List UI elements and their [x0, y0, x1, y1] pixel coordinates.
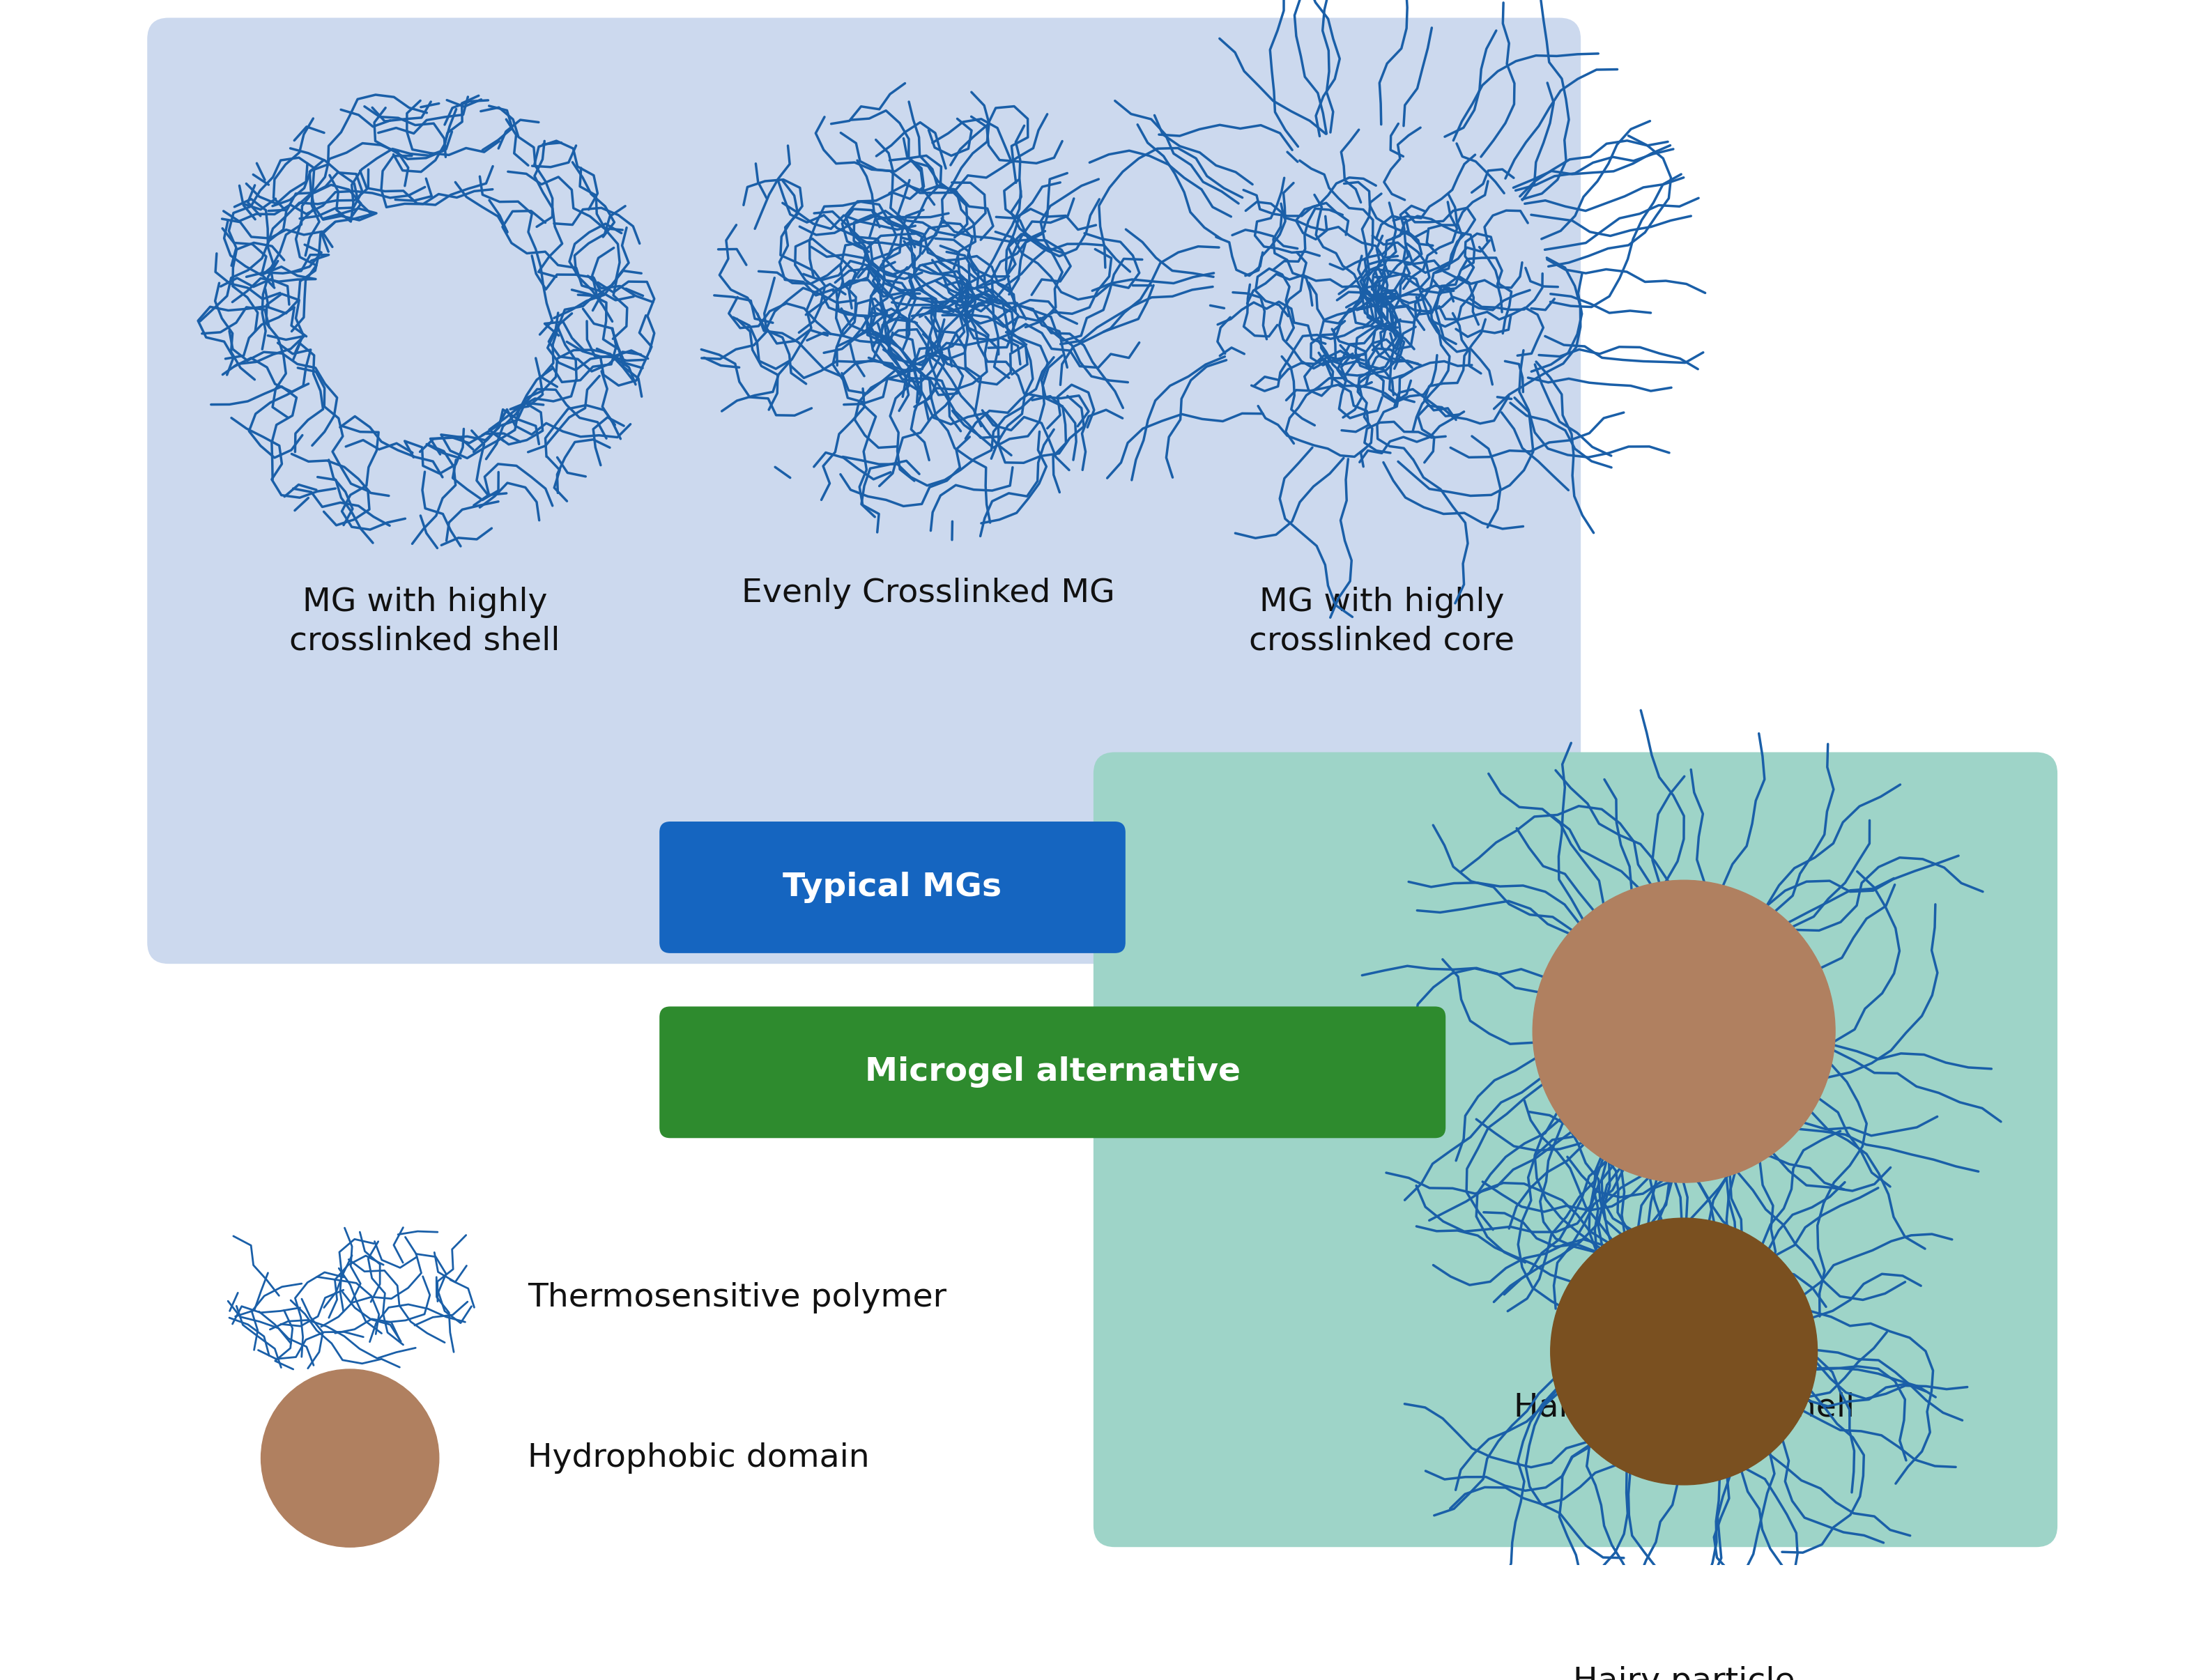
Circle shape: [261, 1369, 439, 1547]
Text: Hydrophobic domain: Hydrophobic domain: [529, 1443, 869, 1473]
Text: Thermosensitive polymer: Thermosensitive polymer: [529, 1282, 948, 1314]
FancyBboxPatch shape: [660, 822, 1126, 953]
FancyBboxPatch shape: [660, 1006, 1446, 1137]
Text: Microgel alternative: Microgel alternative: [864, 1057, 1240, 1089]
FancyBboxPatch shape: [147, 18, 1582, 964]
Text: Evenly Crosslinked MG: Evenly Crosslinked MG: [742, 578, 1115, 610]
FancyBboxPatch shape: [1093, 753, 2058, 1547]
Text: MG with highly
crosslinked shell: MG with highly crosslinked shell: [290, 586, 559, 657]
Text: Typical MGs: Typical MGs: [783, 872, 1003, 904]
Text: MG with highly
crosslinked core: MG with highly crosslinked core: [1248, 586, 1514, 657]
Text: Hairy particle: Hairy particle: [1573, 1667, 1795, 1680]
Circle shape: [1534, 880, 1834, 1183]
Text: Hard core / soft shell
particle: Hard core / soft shell particle: [1514, 1393, 1854, 1462]
Circle shape: [1551, 1218, 1817, 1485]
